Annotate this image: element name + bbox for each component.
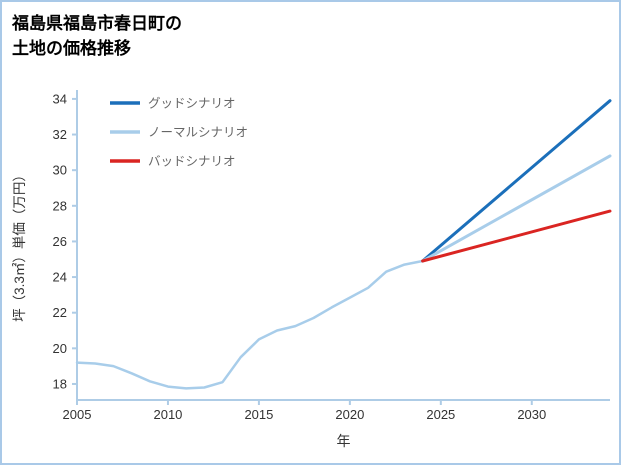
- y-tick-label: 32: [53, 127, 67, 142]
- series-line-bad: [421, 209, 612, 263]
- legend-item-bad[interactable]: バッドシナリオ: [110, 155, 236, 169]
- y-tick-label: 28: [53, 198, 67, 213]
- y-tick-label: 18: [53, 376, 67, 391]
- y-tick-label: 22: [53, 305, 67, 320]
- y-axis-label: 坪（3.3㎡）単価（万円）: [12, 168, 27, 322]
- y-tick-label: 34: [53, 91, 67, 106]
- legend-item-normal[interactable]: ノーマルシナリオ: [110, 126, 248, 140]
- x-axis-label: 年: [337, 433, 351, 449]
- chart-title-line2: 土地の価格推移: [12, 38, 131, 58]
- chart-title: 福島県福島市春日町の 土地の価格推移: [12, 12, 182, 61]
- x-tick-label: 2015: [244, 407, 273, 422]
- legend-label-normal: ノーマルシナリオ: [148, 126, 248, 140]
- legend-label-good: グッドシナリオ: [148, 97, 236, 111]
- x-tick-label: 2030: [517, 407, 546, 422]
- legend-item-good[interactable]: グッドシナリオ: [110, 97, 236, 111]
- x-tick-label: 2005: [63, 407, 92, 422]
- x-tick-label: 2020: [335, 407, 364, 422]
- series-line-good: [421, 99, 612, 263]
- y-tick-label: 24: [53, 270, 67, 285]
- y-tick-label: 26: [53, 234, 67, 249]
- legend-label-bad: バッドシナリオ: [148, 155, 236, 169]
- y-tick-label: 30: [53, 163, 67, 178]
- series-line-normal: [421, 154, 612, 263]
- x-tick-label: 2025: [426, 407, 455, 422]
- series-lines: [75, 99, 612, 390]
- chart-title-line1: 福島県福島市春日町の: [12, 14, 182, 33]
- x-tick-label: 2010: [153, 407, 182, 422]
- axis-ticks: 18 20 22 24 26 28 30 32 34 2005 2010 2015 2020 2025 20…: [53, 91, 547, 422]
- y-tick-label: 20: [53, 341, 67, 356]
- series-line-history: [75, 259, 424, 390]
